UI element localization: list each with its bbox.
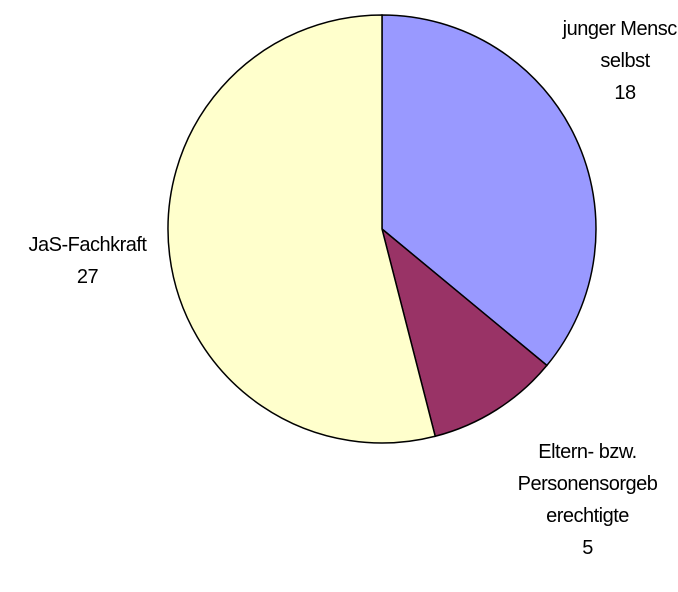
- value-label: 27: [76, 266, 99, 288]
- category-name: JaS-Fachkraft: [28, 234, 147, 256]
- value-label: 18: [614, 82, 636, 104]
- pie-slice: [381, 14, 597, 367]
- slice-label: JaS-Fachkraft 27: [5, 229, 170, 293]
- pie-slice: [167, 14, 437, 444]
- slice-label: junger Mensch selbst 18: [560, 13, 678, 109]
- category-name: Eltern- bzw. Personensorgeberechtigte: [517, 441, 658, 527]
- value-label: 5: [582, 537, 593, 559]
- pie-slice: [380, 226, 548, 438]
- category-name: junger Mensch selbst: [562, 18, 678, 72]
- slice-label: Eltern- bzw. Personensorgeberechtigte 5: [515, 436, 660, 564]
